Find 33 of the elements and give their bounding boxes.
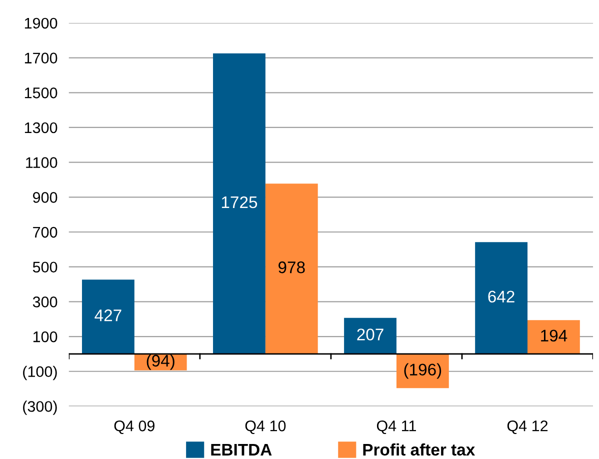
- y-tick-label: (300): [23, 400, 57, 415]
- y-tick-label: 300: [32, 296, 58, 308]
- y-tick-label: 1700: [24, 52, 58, 64]
- y-tick-label: 500: [32, 262, 58, 273]
- data-label: 978: [278, 261, 305, 274]
- x-tick-label: Q4 11: [376, 420, 416, 434]
- data-label: 427: [94, 309, 122, 322]
- data-label: (94): [146, 354, 174, 370]
- data-label: (196): [404, 363, 442, 379]
- data-label: 1725: [222, 196, 258, 208]
- data-label: 194: [541, 330, 568, 342]
- x-tick-label: Q4 10: [245, 420, 286, 434]
- data-label: 642: [488, 290, 514, 303]
- y-tick-label: 1100: [26, 157, 58, 168]
- bar: [213, 53, 266, 354]
- y-tick-label: 1900: [24, 18, 58, 29]
- data-label: 207: [357, 328, 384, 340]
- bar: [344, 318, 396, 354]
- bar: [265, 184, 318, 354]
- bar: [396, 354, 449, 388]
- y-tick-label: 100: [33, 331, 58, 342]
- y-tick-label: 700: [33, 226, 58, 238]
- bar: [527, 320, 580, 354]
- y-tick-label: 1500: [24, 88, 58, 98]
- x-tick-label: Q4 12: [507, 420, 548, 434]
- y-tick-label: (100): [23, 366, 57, 380]
- y-tick-label: 900: [33, 192, 58, 203]
- bar: [82, 280, 134, 354]
- legend-label: Profit after tax: [363, 443, 476, 456]
- x-tick-label: Q4 09: [114, 420, 154, 434]
- legend-label: EBITDA: [211, 444, 272, 456]
- y-tick-label: 1300: [24, 122, 58, 134]
- bar: [475, 242, 528, 354]
